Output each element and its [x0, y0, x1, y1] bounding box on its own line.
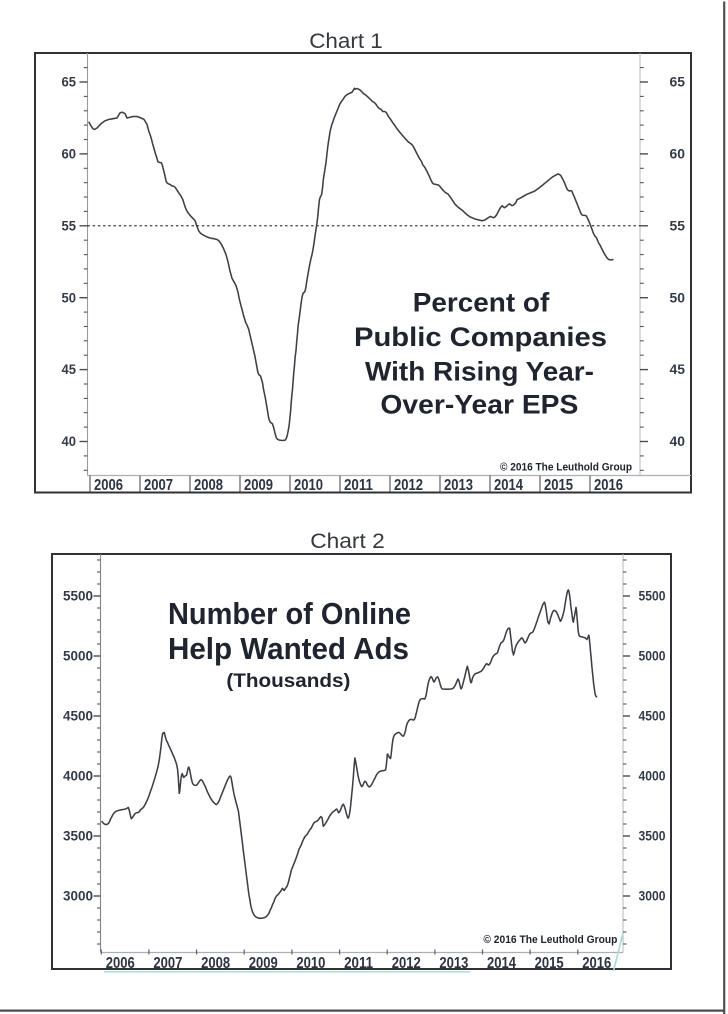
svg-text:Number of Online: Number of Online: [168, 596, 411, 631]
svg-text:Percent of: Percent of: [413, 288, 551, 318]
svg-text:45: 45: [62, 362, 77, 377]
svg-text:© 2016 The Leuthold Group: © 2016 The Leuthold Group: [500, 461, 632, 473]
svg-text:40: 40: [62, 434, 77, 449]
svg-text:4500: 4500: [639, 709, 666, 724]
svg-text:2016: 2016: [594, 477, 623, 494]
svg-text:5500: 5500: [63, 589, 93, 604]
svg-text:55: 55: [62, 218, 77, 233]
svg-text:2009: 2009: [244, 477, 273, 494]
svg-text:2007: 2007: [153, 955, 182, 972]
svg-text:5500: 5500: [639, 589, 666, 604]
svg-text:65: 65: [670, 75, 686, 90]
svg-text:2010: 2010: [294, 477, 323, 494]
svg-text:40: 40: [670, 434, 686, 449]
svg-text:2009: 2009: [249, 955, 278, 972]
svg-text:Public Companies: Public Companies: [354, 322, 607, 352]
svg-text:3000: 3000: [639, 889, 666, 904]
svg-text:2008: 2008: [201, 955, 230, 972]
svg-text:2013: 2013: [444, 477, 473, 494]
svg-text:5000: 5000: [63, 649, 93, 664]
svg-text:2007: 2007: [144, 477, 173, 494]
svg-text:2012: 2012: [392, 955, 421, 972]
svg-text:60: 60: [62, 147, 77, 162]
svg-text:65: 65: [62, 75, 77, 90]
svg-text:Over-Year EPS: Over-Year EPS: [380, 390, 578, 420]
svg-text:4000: 4000: [63, 769, 93, 784]
svg-text:2012: 2012: [394, 477, 423, 494]
svg-text:55: 55: [670, 218, 686, 233]
svg-text:2015: 2015: [544, 477, 573, 494]
svg-text:Chart 2: Chart 2: [310, 529, 385, 553]
svg-text:2016: 2016: [582, 955, 611, 972]
svg-text:2011: 2011: [344, 955, 373, 972]
svg-text:60: 60: [670, 147, 686, 162]
svg-text:2006: 2006: [94, 477, 123, 494]
svg-text:5000: 5000: [639, 649, 666, 664]
svg-text:With Rising Year-: With Rising Year-: [365, 357, 594, 387]
svg-text:2014: 2014: [487, 955, 516, 972]
svg-text:45: 45: [670, 362, 686, 377]
svg-text:2008: 2008: [194, 477, 223, 494]
svg-text:2011: 2011: [344, 477, 373, 494]
svg-text:3500: 3500: [639, 829, 666, 844]
svg-text:© 2016 The Leuthold Group: © 2016 The Leuthold Group: [483, 934, 618, 946]
svg-text:50: 50: [670, 290, 686, 305]
svg-text:(Thousands): (Thousands): [226, 671, 350, 692]
svg-text:2006: 2006: [106, 955, 135, 972]
svg-text:2013: 2013: [439, 955, 468, 972]
svg-text:50: 50: [62, 290, 77, 305]
svg-text:4000: 4000: [639, 769, 666, 784]
svg-text:2014: 2014: [494, 477, 523, 494]
svg-text:2015: 2015: [535, 955, 564, 972]
svg-text:2010: 2010: [296, 955, 325, 972]
svg-text:3500: 3500: [63, 829, 93, 844]
svg-text:Help Wanted Ads: Help Wanted Ads: [168, 631, 409, 666]
svg-text:3000: 3000: [63, 889, 93, 904]
svg-text:Chart 1: Chart 1: [309, 29, 383, 53]
svg-text:4500: 4500: [63, 709, 93, 724]
